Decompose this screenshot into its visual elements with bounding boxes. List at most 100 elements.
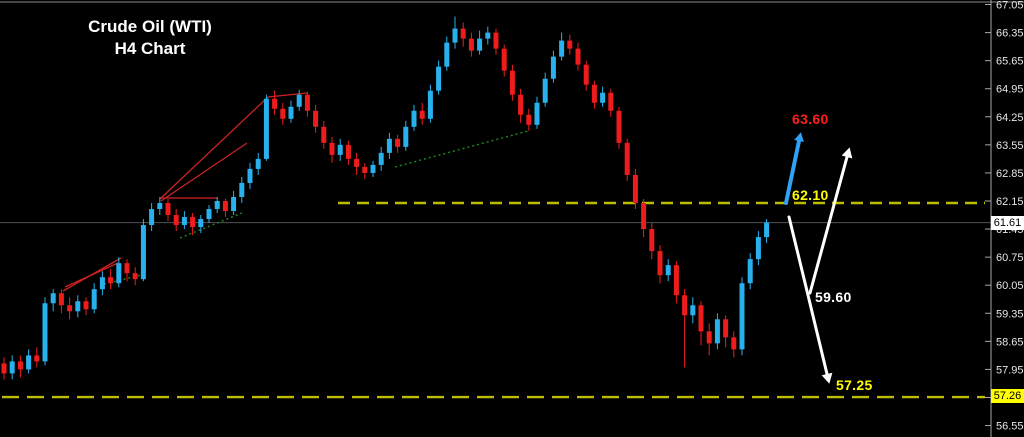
- candle-body: [641, 203, 647, 230]
- candle-body: [329, 142, 335, 155]
- candle-body: [165, 203, 171, 216]
- candle-body: [231, 196, 237, 212]
- candle-body: [17, 361, 23, 370]
- axis-tick-label[interactable]: 62.85: [996, 168, 1024, 180]
- axis-tick-label[interactable]: 66.35: [996, 28, 1024, 40]
- candle-body: [755, 237, 761, 260]
- axis-tick-label[interactable]: 65.65: [996, 56, 1024, 68]
- candle-body: [67, 305, 73, 312]
- candle-body: [222, 201, 228, 212]
- breakout-level-label: 62.10: [792, 187, 829, 203]
- candle-body: [83, 301, 89, 310]
- candle-body: [739, 283, 745, 350]
- candle-body: [403, 126, 409, 147]
- candle-body: [559, 40, 565, 57]
- candle-body: [649, 229, 655, 252]
- candle-body: [723, 319, 729, 338]
- candle-body: [567, 40, 573, 49]
- candle-body: [206, 209, 212, 220]
- pullback-level-label: 59.60: [815, 289, 852, 305]
- chart-title-symbol: Crude Oil (WTI): [88, 17, 212, 36]
- axis-tick-label[interactable]: 57.95: [996, 364, 1024, 376]
- candle-body: [378, 152, 384, 165]
- candle-body: [542, 78, 548, 103]
- candle-body: [214, 201, 220, 210]
- candle-body: [501, 48, 507, 71]
- candle-body: [583, 64, 589, 85]
- candle-body: [280, 108, 286, 119]
- candle-body: [706, 331, 712, 344]
- axis-tick-label[interactable]: 56.55: [996, 421, 1024, 433]
- candle-body: [370, 164, 376, 173]
- candle-body: [526, 114, 532, 125]
- blue-projection-arrow-head: [794, 132, 804, 143]
- axis-tick-label[interactable]: 58.65: [996, 336, 1024, 348]
- axis-tick-label[interactable]: 60.75: [996, 252, 1024, 264]
- candle-body: [313, 110, 319, 127]
- candle-body: [75, 301, 81, 312]
- candle-body: [444, 42, 450, 67]
- candle-body: [354, 158, 360, 167]
- red-trendline: [160, 142, 248, 202]
- axis-tick-label[interactable]: 67.05: [996, 0, 1024, 12]
- candle-body: [386, 138, 392, 153]
- candle-body: [550, 56, 556, 79]
- candle-body: [1, 363, 7, 374]
- axis-tick-label[interactable]: 64.25: [996, 112, 1024, 124]
- candle-body: [534, 102, 540, 125]
- support-price-tag: 57.26: [991, 389, 1024, 403]
- candle-body: [485, 32, 491, 39]
- candle-body: [632, 174, 638, 204]
- candle-body: [419, 110, 425, 119]
- axis-tick-label[interactable]: 63.55: [996, 140, 1024, 152]
- axis-tick-label[interactable]: 64.95: [996, 84, 1024, 96]
- candle-body: [272, 98, 278, 109]
- candle-body: [321, 126, 327, 143]
- candle-body: [173, 215, 179, 226]
- candle-body: [468, 38, 474, 51]
- candle-body: [665, 265, 671, 276]
- candle-body: [337, 144, 343, 155]
- candle-body: [411, 110, 417, 127]
- candle-body: [477, 38, 483, 51]
- axis-tick-label[interactable]: 59.35: [996, 308, 1024, 320]
- candle-body: [108, 277, 114, 284]
- axis-tick-label[interactable]: 60.05: [996, 280, 1024, 292]
- candle-body: [427, 90, 433, 119]
- candle-body: [682, 295, 688, 316]
- candle-body: [690, 305, 696, 316]
- green-dotted-trendline: [394, 130, 529, 168]
- candle-body: [124, 263, 130, 274]
- candle-body: [58, 293, 64, 306]
- white-up-scenario-arrow-head: [841, 147, 853, 159]
- candle-body: [493, 32, 499, 49]
- red-trendline: [64, 262, 119, 288]
- axis-tick-label[interactable]: 62.15: [996, 196, 1024, 208]
- blue-projection-arrow: [784, 139, 801, 205]
- candle-body: [591, 84, 597, 103]
- candle-body: [190, 217, 196, 228]
- candle-body: [288, 106, 294, 119]
- candle-body: [616, 110, 622, 143]
- white-up-scenario-arrow: [808, 155, 849, 295]
- candle-body: [91, 289, 97, 310]
- candle-body: [509, 70, 515, 95]
- candle-body: [657, 251, 663, 276]
- chart-title-timeframe: H4 Chart: [114, 39, 186, 58]
- candle-body: [239, 182, 245, 197]
- candle-body: [255, 158, 261, 169]
- candle-body: [157, 203, 163, 210]
- candle-body: [296, 94, 302, 107]
- candle-body: [247, 168, 253, 183]
- candle-body: [140, 225, 146, 280]
- candle-body: [575, 48, 581, 65]
- candle-body: [764, 222, 770, 238]
- candle-body: [436, 66, 442, 91]
- target-down-label: 57.25: [836, 377, 873, 393]
- candle-body: [452, 28, 458, 43]
- candle-body: [132, 273, 138, 280]
- current-price-tag: 61.61: [991, 216, 1024, 230]
- green-dotted-trendline: [103, 273, 147, 285]
